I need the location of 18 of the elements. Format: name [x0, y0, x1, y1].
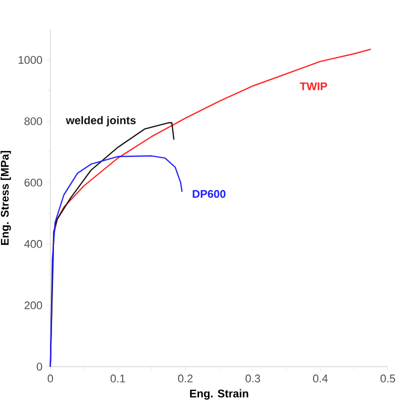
- y-tick-label: 0: [36, 362, 42, 371]
- x-tick-label: 0.2: [178, 374, 193, 382]
- x-tick-label: 0.1: [110, 374, 126, 382]
- y-axis-title: Eng. Stress [MPa]: [0, 150, 11, 245]
- y-tick-label: 600: [24, 178, 42, 187]
- series-label: DP600: [192, 190, 226, 198]
- line-series: [50, 155, 183, 368]
- x-tick-label: 0.4: [313, 374, 328, 382]
- x-tick-label: 0.3: [246, 374, 260, 382]
- x-tick-label: 0: [48, 374, 54, 382]
- y-tick-label: 1000: [18, 56, 42, 64]
- x-axis-title: Eng. Strain: [190, 389, 248, 400]
- y-tick-label: 400: [24, 240, 42, 248]
- y-tick-label: 200: [24, 301, 42, 310]
- series-label: TWIP: [300, 82, 328, 90]
- series-label: welded joints: [66, 116, 136, 126]
- x-tick-label: 0.5: [380, 374, 396, 382]
- y-tick-label: 800: [24, 117, 42, 126]
